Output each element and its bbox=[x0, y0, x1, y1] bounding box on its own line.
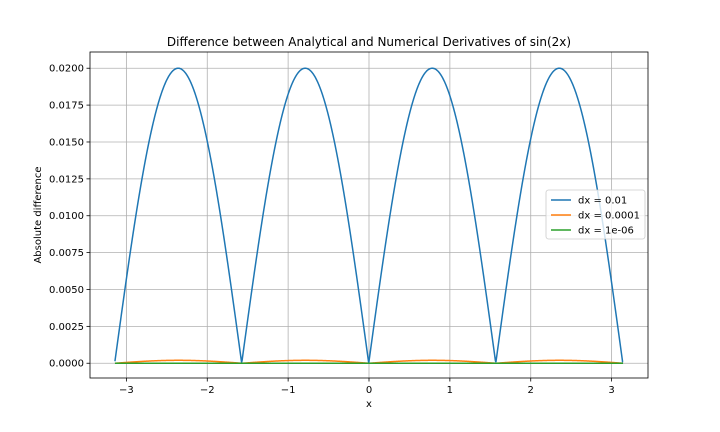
plot-area bbox=[114, 67, 624, 364]
series-layer bbox=[114, 67, 624, 364]
y-tick-label: 0.0075 bbox=[49, 248, 84, 259]
x-tick-label: 1 bbox=[447, 385, 453, 396]
x-tick-label: −2 bbox=[200, 385, 215, 396]
x-tick-label: 2 bbox=[528, 385, 534, 396]
legend-label-1: dx = 0.01 bbox=[578, 196, 627, 207]
legend-label-2: dx = 0.0001 bbox=[578, 211, 640, 222]
chart-title: Difference between Analytical and Numeri… bbox=[167, 35, 571, 49]
y-tick-label: 0.0150 bbox=[49, 137, 84, 148]
y-tick-label: 0.0025 bbox=[49, 322, 84, 333]
legend-label-3: dx = 1e-06 bbox=[578, 226, 634, 237]
x-tick-label: 3 bbox=[608, 385, 614, 396]
legend: dx = 0.01 dx = 0.0001 dx = 1e-06 bbox=[545, 189, 646, 240]
y-tick-label: 0.0200 bbox=[49, 64, 84, 75]
y-tick-label: 0.0100 bbox=[49, 211, 84, 222]
y-tick-label: 0.0050 bbox=[49, 285, 84, 296]
y-tick-label: 0.0125 bbox=[49, 174, 84, 185]
y-axis-label: Absolute difference bbox=[33, 166, 44, 263]
y-tick-label: 0.0000 bbox=[49, 359, 84, 370]
y-axis-ticks: 0.0000 0.0025 0.0050 0.0075 0.0100 0.0125 0.01… bbox=[49, 64, 90, 370]
y-tick-label: 0.0175 bbox=[49, 101, 84, 112]
series-line-1 bbox=[114, 67, 624, 364]
x-tick-label: 0 bbox=[366, 385, 372, 396]
x-axis-ticks: −3 −2 −1 0 1 2 3 bbox=[119, 378, 615, 396]
x-tick-label: −3 bbox=[119, 385, 134, 396]
x-tick-label: −1 bbox=[281, 385, 296, 396]
legend-box bbox=[545, 189, 646, 240]
x-axis-label: x bbox=[366, 399, 372, 410]
